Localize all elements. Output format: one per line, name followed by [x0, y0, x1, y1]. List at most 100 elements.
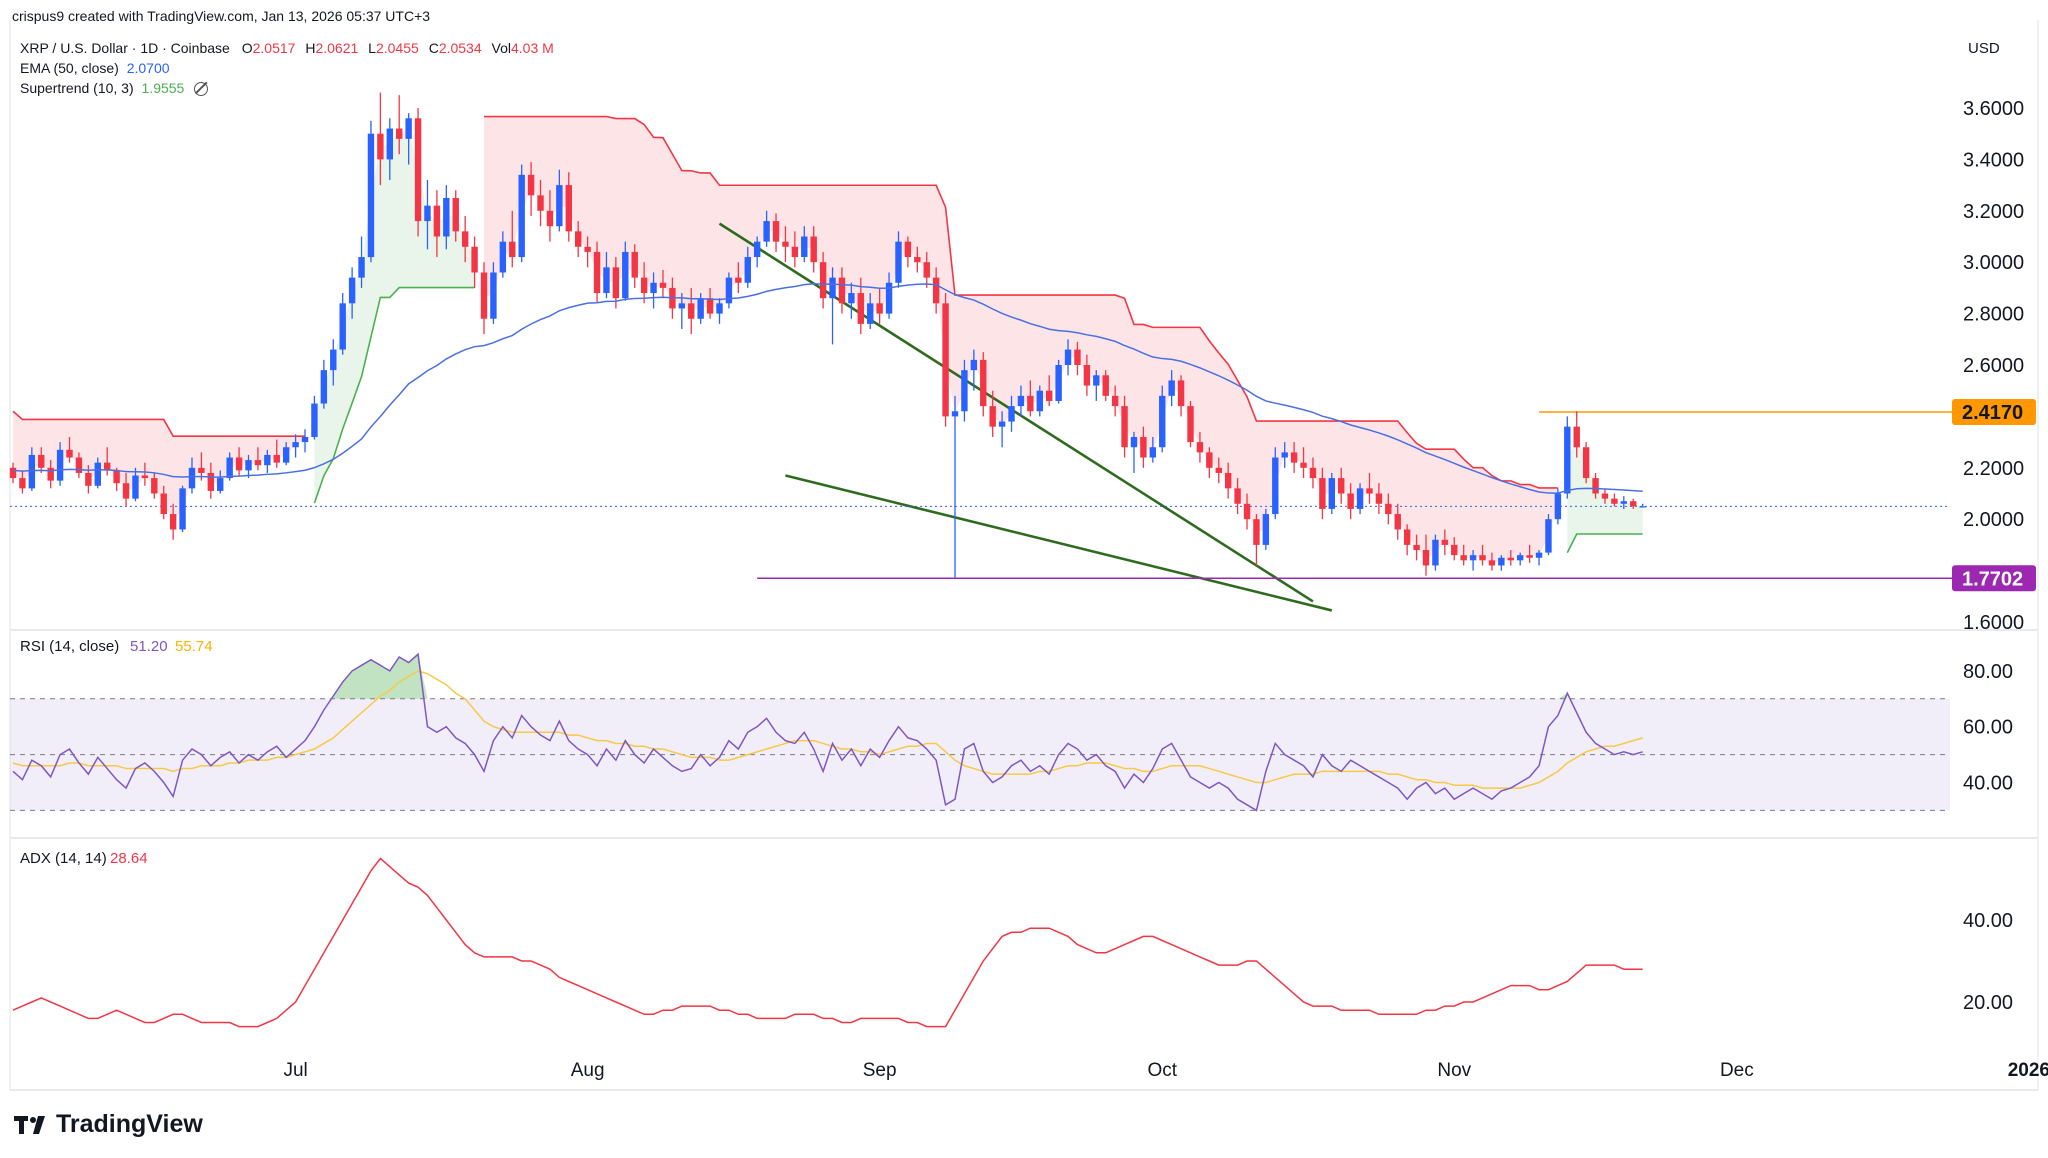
candle-body	[1140, 436, 1147, 458]
candle-body	[829, 277, 836, 299]
candle-body	[132, 475, 139, 499]
candle-body	[1620, 501, 1628, 504]
candle-body	[235, 457, 243, 471]
candle-body	[744, 257, 751, 283]
candle-body	[480, 272, 488, 319]
candle-body	[895, 241, 902, 283]
candle-body	[1121, 406, 1128, 448]
time-tick-label: Aug	[571, 1060, 605, 1081]
price-tick-label: 3.0000	[1963, 252, 2024, 274]
candle-body	[1564, 426, 1571, 494]
candle-body	[1592, 478, 1599, 494]
candle-body	[1281, 452, 1288, 458]
candle-body	[1055, 365, 1062, 401]
candle-body	[75, 457, 83, 473]
candle-body	[678, 303, 686, 309]
legend-symbol[interactable]: XRP / U.S. Dollar · 1D · Coinbase	[20, 40, 230, 56]
eye-off-icon[interactable]	[194, 81, 209, 97]
candle-body	[433, 205, 441, 237]
legend-low-label: L	[368, 40, 376, 56]
candle-body	[838, 277, 846, 304]
time-tick-label: Jul	[283, 1060, 307, 1081]
candle-body	[122, 483, 130, 499]
candle-body	[386, 128, 393, 160]
legend-high-label: H	[305, 40, 316, 56]
candle-body	[565, 185, 572, 232]
time-tick-label: Sep	[863, 1060, 897, 1081]
candle-body	[1432, 539, 1439, 566]
candle-body	[339, 303, 346, 350]
candle-body	[207, 472, 215, 491]
candle-body	[1403, 529, 1411, 545]
legend-ema-row[interactable]: EMA (50, close) 2.0700	[20, 60, 170, 76]
candle-body	[970, 359, 978, 371]
candle-body	[810, 236, 817, 263]
wedge-upper-trendline	[718, 222, 1314, 603]
rsi-ma-value: 55.74	[175, 638, 213, 655]
currency-label[interactable]: USD	[1968, 40, 2000, 57]
candle-body	[1451, 544, 1458, 556]
price-tick-label: 2.8000	[1963, 304, 2024, 326]
candle-body	[509, 241, 516, 258]
candle-body	[1272, 457, 1279, 515]
candle-body	[160, 493, 167, 515]
candle-body	[66, 449, 73, 458]
price-tick-label: 2.2000	[1963, 458, 2024, 480]
candle-body	[264, 454, 271, 466]
adx-line	[12, 857, 1643, 1028]
candle-body	[697, 298, 704, 319]
candle-body	[801, 236, 808, 258]
candle-body	[857, 293, 864, 324]
candle-body	[254, 460, 262, 466]
candle-body	[735, 277, 742, 283]
candle-body	[245, 460, 252, 471]
rsi-ma-line	[12, 670, 1643, 789]
legend-supertrend-value: 1.9555	[141, 80, 185, 96]
support-tag	[1952, 565, 2036, 592]
rsi-overbought-fill	[333, 654, 1568, 699]
candle-body	[932, 277, 940, 304]
candle-body	[301, 436, 309, 443]
supertrend-layer	[12, 115, 1643, 563]
rsi-line	[12, 652, 1643, 812]
candle-body	[443, 197, 450, 237]
candle-body	[1479, 555, 1486, 561]
price-tick-label: 2.6000	[1963, 355, 2024, 377]
candle-body	[1234, 488, 1241, 504]
candle-body	[1008, 406, 1015, 422]
candle-body	[490, 272, 497, 319]
candle-body	[980, 359, 987, 407]
candle-body	[1036, 390, 1043, 412]
candle-body	[1394, 514, 1401, 530]
time-tick-label: Oct	[1147, 1060, 1177, 1081]
candle-body	[876, 303, 883, 314]
candle-body	[914, 257, 921, 263]
adx-layer: 40.00 20.00	[12, 857, 2013, 1028]
candle-body	[998, 421, 1006, 427]
legend-open: 2.0517	[252, 40, 296, 56]
candle-body	[1215, 467, 1222, 473]
adx-value: 28.64	[110, 850, 148, 867]
tradingview-logo[interactable]: TradingView	[14, 1110, 203, 1139]
candle-body	[1102, 375, 1109, 396]
candle-body	[424, 205, 431, 222]
candle-body	[1074, 349, 1081, 365]
candle-body	[772, 221, 780, 242]
candle-body	[885, 282, 893, 314]
time-axis[interactable]: JulAugSepOctNovDec2026Feb	[283, 1060, 2048, 1081]
candle-body	[1526, 555, 1533, 558]
adx-label[interactable]: ADX (14, 14)	[20, 850, 107, 867]
legend-supertrend-row[interactable]: Supertrend (10, 3) 1.9555	[20, 80, 209, 97]
candle-body	[1243, 503, 1251, 520]
candle-body	[1469, 555, 1477, 561]
rsi-label[interactable]: RSI (14, close)	[20, 638, 119, 655]
price-axis[interactable]: 3.6000 3.4000 3.2000 3.0000 2.8000 2.6000 2.20…	[1952, 98, 2036, 634]
legend-ema-label: EMA (50, close)	[20, 60, 119, 76]
supertrend-up-line	[1566, 533, 1643, 554]
candle-body	[1611, 498, 1618, 504]
candle-body	[1027, 395, 1034, 412]
candle-body	[593, 251, 601, 294]
candle-body	[1554, 493, 1562, 520]
candle-body	[47, 467, 54, 481]
